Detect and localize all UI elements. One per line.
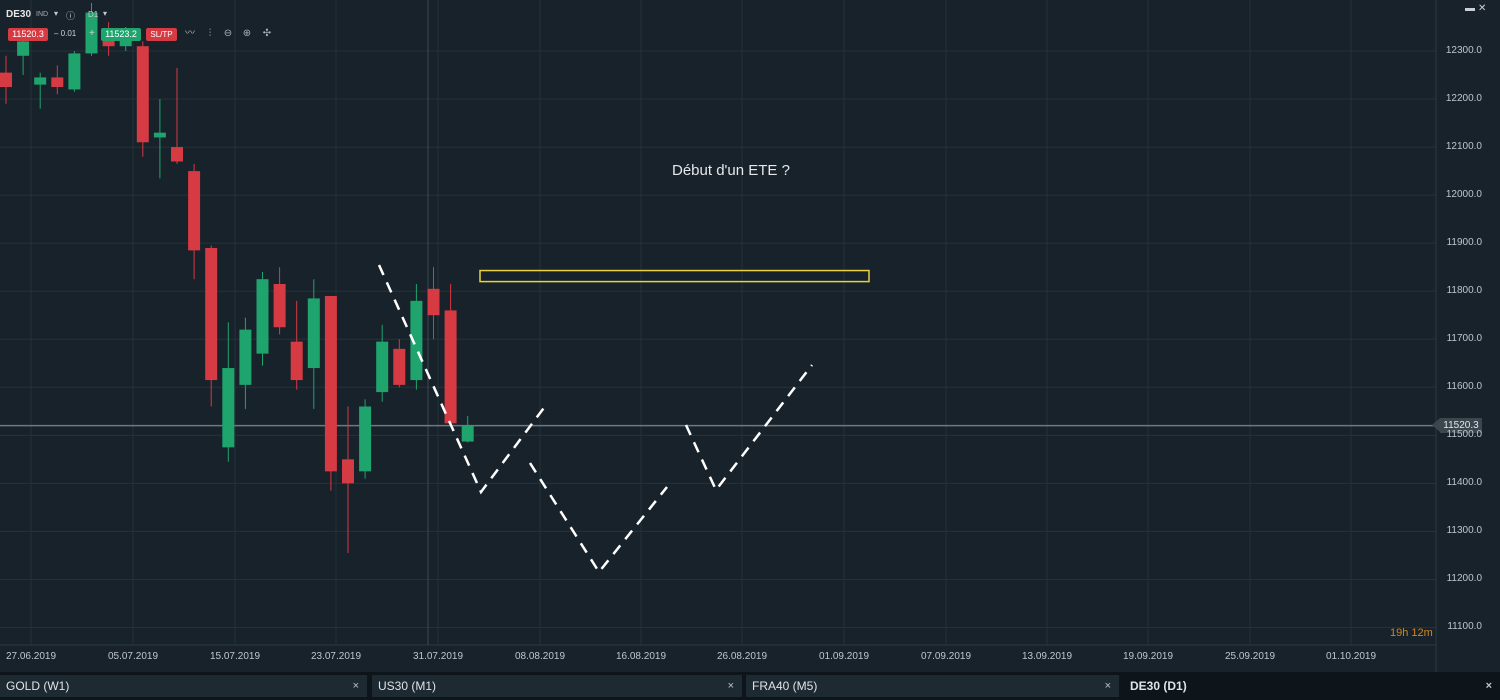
candle-body xyxy=(17,41,30,56)
candle-body xyxy=(324,296,337,472)
spread-value: – 0.01 xyxy=(54,29,77,38)
price-tick-label: 11200.0 xyxy=(1446,573,1482,585)
tab-label: DE30 (D1) xyxy=(1130,679,1187,693)
timeframe-label[interactable]: D1 xyxy=(88,10,99,19)
close-icon[interactable]: ✕ xyxy=(1478,3,1487,14)
date-tick-label: 25.09.2019 xyxy=(1224,651,1276,662)
chart-tab-bar: GOLD (W1) × US30 (M1) × FRA40 (M5) × DE3… xyxy=(0,672,1500,700)
candle-body xyxy=(153,132,166,138)
candle-body xyxy=(188,171,201,251)
info-icon[interactable]: ⓘ xyxy=(66,11,76,21)
tab-close-icon[interactable]: × xyxy=(727,680,734,692)
candle-body xyxy=(34,77,47,85)
resistance-zone xyxy=(479,269,870,283)
date-tick-label: 01.10.2019 xyxy=(1325,651,1377,662)
candle-body xyxy=(256,279,269,354)
candle-body xyxy=(0,72,12,88)
minimize-icon[interactable]: ▬ xyxy=(1465,3,1475,14)
buy-button[interactable]: 11523.2 xyxy=(101,28,141,41)
date-tick-label: 31.07.2019 xyxy=(412,651,464,662)
price-tick-label: 11700.0 xyxy=(1446,333,1482,345)
candle-body xyxy=(205,247,218,381)
symbol-tag: IND xyxy=(36,11,49,18)
price-tick-label: 12100.0 xyxy=(1445,141,1482,153)
candle-body xyxy=(427,288,440,316)
price-tick-label: 12000.0 xyxy=(1445,189,1482,201)
plus-button[interactable]: + xyxy=(89,28,95,39)
symbol-name[interactable]: DE30 xyxy=(6,9,32,20)
candle-body xyxy=(68,53,81,90)
price-tick-label: 11800.0 xyxy=(1446,285,1482,297)
timeframe-chevron-icon[interactable]: ▾ xyxy=(103,9,108,18)
tab-gold-w1[interactable]: GOLD (W1) × xyxy=(0,675,367,697)
candle-body xyxy=(376,341,389,393)
date-tick-label: 01.09.2019 xyxy=(818,651,870,662)
candle-body xyxy=(444,310,457,424)
price-tick-label: 11300.0 xyxy=(1446,525,1482,537)
date-tick-label: 19.09.2019 xyxy=(1122,651,1174,662)
candle-body xyxy=(85,12,98,54)
date-tick-label: 13.09.2019 xyxy=(1021,651,1073,662)
candle-body xyxy=(273,283,286,328)
date-tick-label: 15.07.2019 xyxy=(209,651,261,662)
candle-body xyxy=(239,329,252,385)
date-tick-label: 16.08.2019 xyxy=(615,651,667,662)
price-tick-label: 11400.0 xyxy=(1446,477,1482,489)
candle-body xyxy=(410,300,423,381)
candle-body xyxy=(136,46,149,143)
pattern-dashed-line xyxy=(377,264,548,495)
candle-body xyxy=(359,406,372,472)
candle-body xyxy=(171,147,183,162)
candle-body xyxy=(51,77,64,88)
chart-annotation: Début d'un ETE ? xyxy=(672,162,790,179)
candle-body xyxy=(393,348,406,385)
crosshair-icon[interactable]: ✣ xyxy=(262,28,272,39)
chevron-down-icon[interactable]: ▾ xyxy=(54,9,59,18)
candle-body xyxy=(307,298,320,369)
current-price-tag: 11520.3 xyxy=(1432,418,1482,433)
chart-toolbar: DE30 IND ▾ ⓘ D1 ▾ 11520.3 – 0.01 + 11523… xyxy=(0,0,300,48)
date-tick-label: 08.08.2019 xyxy=(514,651,566,662)
tab-close-icon[interactable]: × xyxy=(352,680,359,692)
date-tick-label: 26.08.2019 xyxy=(716,651,768,662)
candle-chart-icon[interactable]: ⫶ xyxy=(208,28,212,39)
tab-de30-d1[interactable]: DE30 (D1) × xyxy=(1124,675,1500,697)
date-tick-label: 05.07.2019 xyxy=(107,651,159,662)
candle-timer: 19h 12m xyxy=(1390,627,1433,639)
date-tick-label: 23.07.2019 xyxy=(310,651,362,662)
pattern-dashed-line xyxy=(684,364,813,493)
tab-close-icon[interactable]: × xyxy=(1104,680,1111,692)
tab-fra40-m5[interactable]: FRA40 (M5) × xyxy=(746,675,1119,697)
sell-button[interactable]: 11520.3 xyxy=(8,28,48,41)
date-tick-label: 07.09.2019 xyxy=(920,651,972,662)
tab-close-icon[interactable]: × xyxy=(1485,680,1492,692)
candlestick-chart[interactable] xyxy=(0,0,1500,672)
line-chart-icon[interactable]: 〰 xyxy=(185,28,195,39)
price-tick-label: 12300.0 xyxy=(1445,45,1482,56)
sltp-button[interactable]: SL/TP xyxy=(146,28,177,41)
tab-label: FRA40 (M5) xyxy=(752,679,818,693)
zoom-out-icon[interactable]: ⊖ xyxy=(223,28,233,39)
price-tick-label: 11900.0 xyxy=(1446,237,1482,249)
candle-body xyxy=(290,341,303,381)
pattern-dashed-line xyxy=(528,462,668,575)
price-tick-label: 11100.0 xyxy=(1447,621,1482,633)
candle-body xyxy=(342,459,354,484)
tab-label: US30 (M1) xyxy=(378,679,437,693)
chart-area[interactable]: Début d'un ETE ? 19h 12m 11520.3 12300.0… xyxy=(0,0,1500,672)
price-tick-label: 11500.0 xyxy=(1446,429,1482,441)
price-tick-label: 12200.0 xyxy=(1445,93,1482,105)
candle-body xyxy=(461,425,474,442)
tab-us30-m1[interactable]: US30 (M1) × xyxy=(372,675,742,697)
zoom-in-icon[interactable]: ⊕ xyxy=(242,28,252,39)
price-tick-label: 11600.0 xyxy=(1446,381,1482,393)
tab-label: GOLD (W1) xyxy=(6,679,70,693)
candle-body xyxy=(222,368,235,448)
date-tick-label: 27.06.2019 xyxy=(5,651,57,662)
